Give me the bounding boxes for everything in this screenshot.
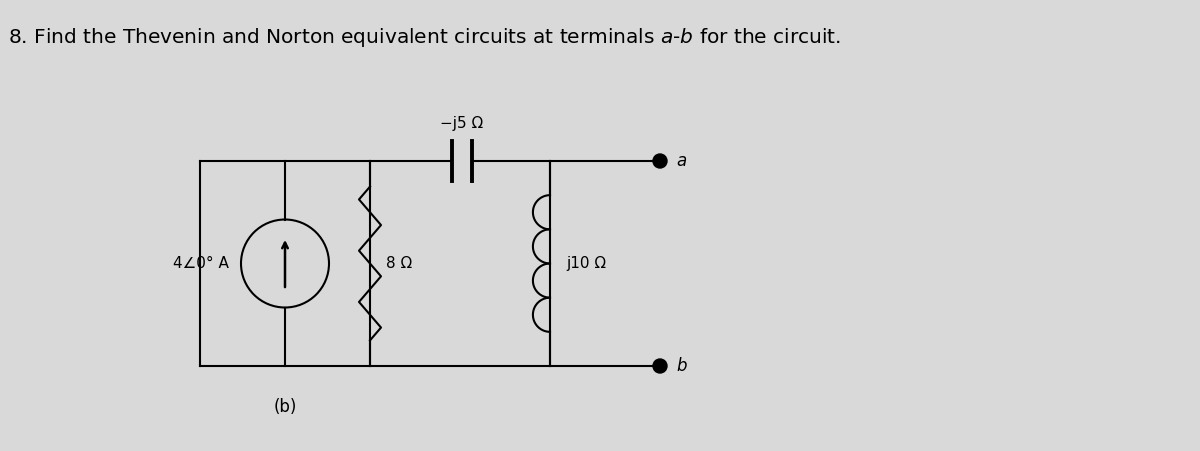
Text: j10 Ω: j10 Ω [566, 256, 606, 271]
Circle shape [653, 154, 667, 168]
Text: 8. Find the Thevenin and Norton equivalent circuits at terminals $a$-$b$ for the: 8. Find the Thevenin and Norton equivale… [8, 26, 841, 49]
Text: 8 Ω: 8 Ω [386, 256, 413, 271]
Text: −j5 Ω: −j5 Ω [440, 116, 484, 131]
Text: a: a [676, 152, 686, 170]
Text: b: b [676, 357, 686, 375]
Text: (b): (b) [274, 398, 296, 416]
Text: 4∠0° A: 4∠0° A [173, 256, 229, 271]
Circle shape [653, 359, 667, 373]
